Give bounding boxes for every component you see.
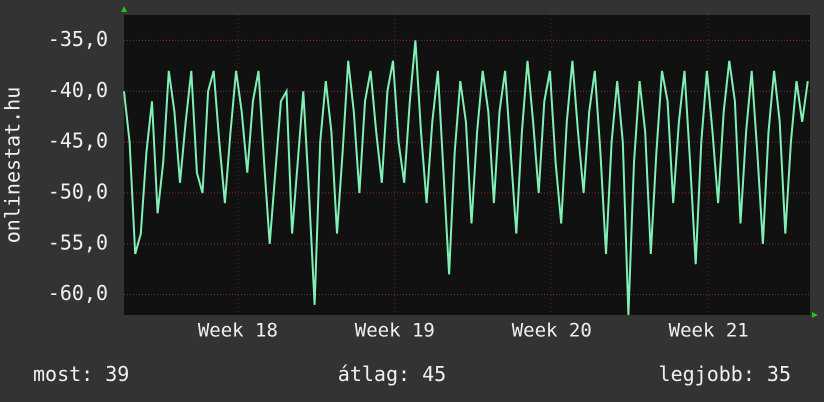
footer-label: átlag: [338, 362, 410, 386]
footer-item: átlag: 45 [338, 362, 446, 386]
footer-value: 45 [422, 362, 446, 386]
x-tick-label: Week 20 [512, 320, 592, 342]
x-tick-label: Week 18 [198, 320, 278, 342]
y-tick-label: -60,0 [48, 281, 108, 305]
x-tick-label: Week 19 [355, 320, 435, 342]
footer-label: most: [33, 362, 93, 386]
y-tick-label: -35,0 [48, 27, 108, 51]
footer-item: most: 39 [33, 362, 129, 386]
footer-value: 35 [767, 362, 791, 386]
x-arrow [812, 312, 818, 318]
footer-value: 39 [105, 362, 129, 386]
y-axis-label: onlinestat.hu [1, 87, 25, 244]
y-tick-label: -55,0 [48, 230, 108, 254]
y-tick-label: -45,0 [48, 129, 108, 153]
x-tick-label: Week 21 [669, 320, 749, 342]
footer-item: legjobb: 35 [659, 362, 791, 386]
footer-label: legjobb: [659, 362, 755, 386]
y-tick-label: -50,0 [48, 179, 108, 203]
plot: -60,0 -55,0 -50,0 -45,0 -40,0 -35,0 Week 18 Wee… [48, 15, 810, 342]
plot-area [124, 15, 810, 315]
y-tick-label: -40,0 [48, 78, 108, 102]
data-line [123, 40, 809, 316]
y-arrow [121, 6, 127, 12]
